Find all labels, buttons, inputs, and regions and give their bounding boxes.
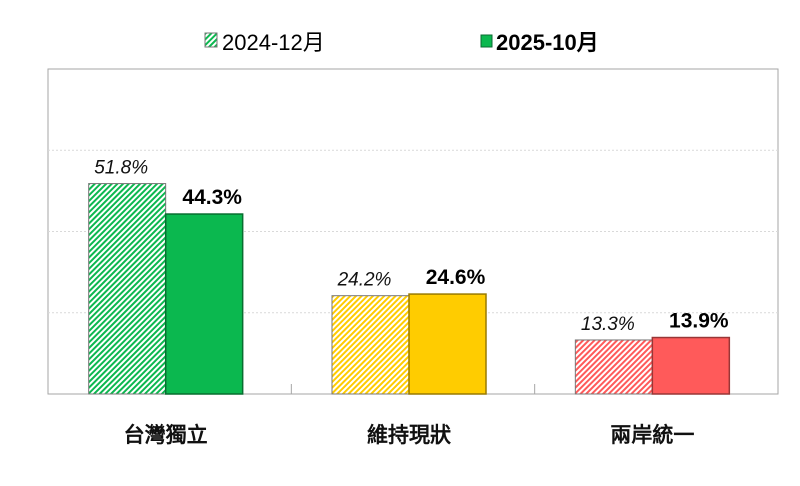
data-label: 13.9% <box>669 310 729 333</box>
category-label: 台灣獨立 <box>124 423 208 447</box>
data-label: 51.8% <box>94 158 148 179</box>
legend: 2024-12月 2025-10月 <box>204 30 599 55</box>
legend-label-2024-12: 2024-12月 <box>222 30 325 55</box>
legend-swatch-2025-10 <box>480 34 493 48</box>
data-labels: 51.8% 44.3% 24.2% 24.6% 13.3% 13.9% <box>94 158 729 335</box>
bar-2024-12-1 <box>88 183 167 395</box>
bar-2025-10-1 <box>164 213 244 395</box>
data-label: 44.3% <box>182 186 242 209</box>
data-label: 24.6% <box>426 266 486 289</box>
bar-2025-10-2 <box>408 293 487 395</box>
legend-label-2025-10: 2025-10月 <box>496 30 599 55</box>
data-label: 24.2% <box>337 270 392 291</box>
category-labels: 台灣獨立 維持現狀 兩岸統一 <box>124 423 695 447</box>
bar-2024-12-3 <box>574 339 653 395</box>
bar-2025-10-3 <box>651 336 731 395</box>
bars <box>88 183 731 395</box>
legend-swatch-2024-12 <box>204 32 218 48</box>
category-label: 維持現狀 <box>367 423 452 447</box>
bar-2024-12-2 <box>331 295 410 395</box>
category-label: 兩岸統一 <box>610 423 694 447</box>
data-label: 13.3% <box>581 314 635 335</box>
